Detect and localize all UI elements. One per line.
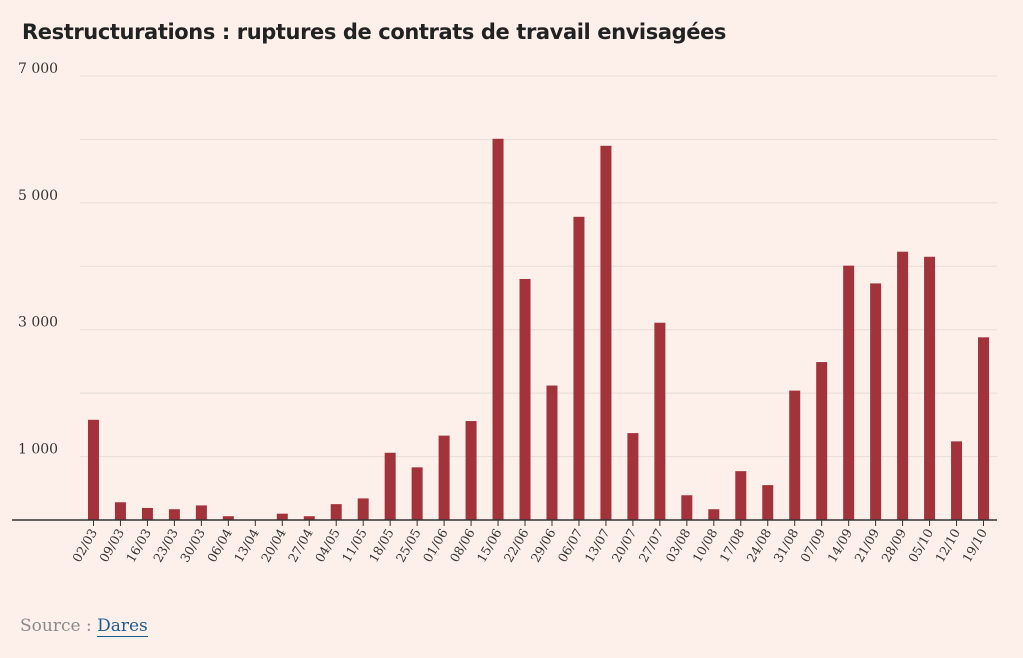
bar [411,467,423,520]
x-tick-label: 05/10 [905,526,936,565]
x-tick-label: 13/04 [231,526,262,565]
bar [114,502,126,520]
bar [816,362,828,520]
bar [789,390,801,520]
bar-chart: 1 000 3 000 5 000 7 000 02/0309/0316/0323/0… [12,61,997,565]
x-tick-label: 15/06 [474,526,505,565]
bar [951,441,963,520]
x-tick-label: 02/03 [69,526,100,565]
x-tick-label: 04/05 [312,526,343,565]
y-tick-label: 1 000 [18,442,58,458]
x-tick-label: 24/08 [743,526,774,565]
x-tick-label: 30/03 [177,526,208,565]
bar [465,421,477,520]
bar [303,516,315,520]
x-tick-label: 07/09 [797,526,828,565]
x-tick-label: 14/09 [824,526,855,565]
bar [978,337,990,520]
bar [276,513,288,520]
x-tick-label: 27/07 [635,526,666,565]
x-tick-label: 11/05 [339,526,370,565]
bar [195,505,207,520]
x-tick-label: 17/08 [716,526,747,565]
x-tick-label: 23/03 [150,526,181,565]
bar [708,509,720,520]
bar [573,216,585,520]
bar [654,322,666,520]
bar [168,509,180,520]
bar [438,435,450,520]
source-label: Source : [20,616,92,636]
bar [762,485,774,520]
bar [924,256,936,520]
source-line: Source : Dares [20,616,148,637]
bar [897,251,909,520]
y-tick-label: 5 000 [18,188,58,204]
x-axis [12,519,997,526]
x-tick-label: 10/08 [689,526,720,565]
bar [222,516,234,520]
bar [519,278,531,520]
x-tick-label: 27/04 [285,526,316,565]
x-tick-label: 12/10 [932,526,963,565]
chart-title: Restructurations : ruptures de contrats … [22,20,727,44]
bar [384,452,396,520]
x-tick-label: 09/03 [96,526,127,565]
x-tick-label: 20/04 [258,526,289,565]
x-tick-label: 03/08 [662,526,693,565]
bar [87,419,99,520]
bar [627,433,639,520]
y-axis-labels: 1 000 3 000 5 000 7 000 [18,61,58,458]
x-tick-label: 21/09 [851,526,882,565]
x-tick-label: 19/10 [959,526,990,565]
bar [492,138,504,520]
source-link[interactable]: Dares [97,616,148,637]
bar [330,504,342,520]
x-tick-label: 22/06 [501,526,532,565]
x-tick-label: 20/07 [608,526,639,565]
bars [87,138,990,520]
x-tick-label: 06/07 [555,526,586,565]
x-tick-label: 08/06 [447,526,478,565]
x-tick-label: 13/07 [582,526,613,565]
x-tick-label: 25/05 [393,526,424,565]
bar [681,495,693,520]
bar [357,498,369,520]
gridlines [80,75,997,458]
y-tick-label: 3 000 [18,315,58,331]
y-tick-label: 7 000 [18,61,58,77]
bar [870,283,882,520]
x-tick-label: 06/04 [204,526,235,565]
bar [600,145,612,520]
x-axis-labels: 02/0309/0316/0323/0330/0306/0413/0420/04… [69,526,990,565]
bar [843,265,855,520]
x-tick-label: 01/06 [420,526,451,565]
x-tick-label: 31/08 [770,526,801,565]
bar [546,385,558,520]
bar [141,507,153,520]
x-tick-label: 29/06 [528,526,559,565]
x-tick-label: 16/03 [123,526,154,565]
bar [735,471,747,520]
x-tick-label: 28/09 [878,526,909,565]
x-tick-label: 18/05 [366,526,397,565]
